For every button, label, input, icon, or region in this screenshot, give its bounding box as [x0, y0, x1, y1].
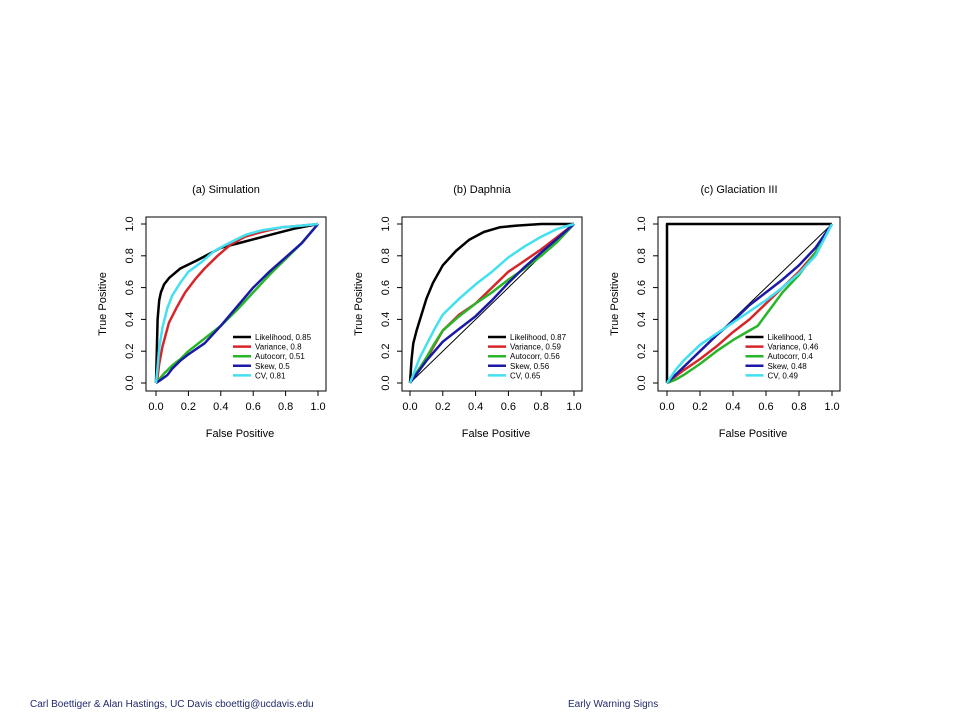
chart-panel-1: (a) Simulation 0.0 0.2 0.4 0.6 0.8 1.0 False Po… [97, 184, 327, 440]
legend-label: CV, 0.65 [510, 371, 541, 380]
y-axis-label: True Positive [97, 272, 109, 336]
x-tick-label: 0.0 [659, 401, 674, 413]
x-tick-label: 0.6 [501, 401, 516, 413]
legend-label: Variance, 0.59 [510, 343, 562, 352]
legend-label: Likelihood, 0.87 [510, 333, 567, 342]
chart-panel-3: (c) Glaciation III 0.0 0.2 0.4 0.6 0.8 1.0 Fals… [609, 184, 841, 440]
x-tick-label: 1.0 [566, 401, 581, 413]
x-tick-label: 0.0 [402, 401, 417, 413]
series-line-skew [408, 223, 575, 384]
x-tick-label: 0.4 [725, 401, 740, 413]
y-tick-label: 0.2 [636, 344, 648, 359]
y-tick-label: 1.0 [124, 216, 136, 231]
y-tick-label: 0.2 [124, 344, 136, 359]
series-line-likelihood [408, 222, 574, 384]
chart-title: (c) Glaciation III [700, 184, 777, 196]
x-axis-label: False Positive [462, 428, 530, 440]
y-tick-label: 0.0 [636, 375, 648, 390]
series-line-likelihood [154, 222, 319, 384]
y-tick-label: 0.0 [380, 375, 392, 390]
y-tick-label: 0.4 [636, 312, 648, 327]
x-tick-label: 0.8 [791, 401, 806, 413]
legend-label: Autocorr, 0.4 [768, 352, 814, 361]
x-axis-label: False Positive [206, 428, 274, 440]
series-line-autocorr [408, 223, 575, 384]
y-axis: 0.0 0.2 0.4 0.6 0.8 1.0 [124, 216, 146, 391]
series-line-likelihood [665, 222, 832, 383]
x-axis: 0.0 0.2 0.4 0.6 0.8 1.0 [659, 390, 840, 413]
x-axis-label: False Positive [719, 428, 787, 440]
y-axis-label: True Positive [353, 272, 365, 336]
y-axis: 0.0 0.2 0.4 0.6 0.8 1.0 [380, 216, 402, 391]
y-tick-label: 0.6 [636, 280, 648, 295]
footer-authors: Carl Boettiger & Alan Hastings, UC Davis… [30, 699, 314, 710]
series-line-cv [665, 223, 834, 384]
y-tick-label: 0.2 [380, 344, 392, 359]
series-line-autocorr [666, 223, 834, 385]
legend-label: Skew, 0.56 [510, 362, 550, 371]
y-axis-label: True Positive [609, 272, 621, 336]
legend-label: CV, 0.49 [768, 371, 799, 380]
x-axis: 0.0 0.2 0.4 0.6 0.8 1.0 [148, 390, 326, 413]
x-tick-label: 0.6 [246, 401, 261, 413]
y-tick-label: 1.0 [636, 216, 648, 231]
y-tick-label: 0.8 [380, 248, 392, 263]
y-tick-label: 0.8 [636, 248, 648, 263]
x-tick-label: 0.2 [692, 401, 707, 413]
x-tick-label: 0.2 [181, 401, 196, 413]
legend-label: Autocorr, 0.56 [510, 352, 560, 361]
chart-title: (b) Daphnia [453, 184, 511, 196]
y-tick-label: 0.4 [124, 312, 136, 327]
chart-panel-2: (b) Daphnia 0.0 0.2 0.4 0.6 0.8 1.0 False Posit… [353, 184, 583, 440]
x-tick-label: 1.0 [824, 401, 839, 413]
legend-label: Variance, 0.46 [768, 343, 820, 352]
footer-title: Early Warning Signs [568, 699, 659, 710]
legend-label: CV, 0.81 [255, 371, 286, 380]
x-tick-label: 0.8 [534, 401, 549, 413]
chart-title: (a) Simulation [192, 184, 260, 196]
legend-label: Skew, 0.5 [255, 362, 290, 371]
x-axis: 0.0 0.2 0.4 0.6 0.8 1.0 [402, 390, 582, 413]
x-tick-label: 0.4 [213, 401, 228, 413]
x-tick-label: 0.6 [758, 401, 773, 413]
series-line-cv [408, 222, 575, 384]
legend-label: Likelihood, 1 [768, 333, 813, 342]
series-line-skew [666, 223, 834, 384]
series-line-variance [666, 223, 834, 384]
series-line-skew [155, 223, 319, 385]
legend-label: Skew, 0.48 [768, 362, 808, 371]
legend-label: Variance, 0.8 [255, 343, 302, 352]
y-tick-label: 0.6 [124, 280, 136, 295]
y-axis: 0.0 0.2 0.4 0.6 0.8 1.0 [636, 216, 658, 391]
x-tick-label: 0.2 [435, 401, 450, 413]
y-tick-label: 0.4 [380, 312, 392, 327]
legend-label: Autocorr, 0.51 [255, 352, 305, 361]
x-tick-label: 0.8 [278, 401, 293, 413]
y-tick-label: 0.0 [124, 375, 136, 390]
series-line-cv [154, 222, 319, 384]
x-tick-label: 0.0 [148, 401, 163, 413]
y-tick-label: 0.6 [380, 280, 392, 295]
y-tick-label: 0.8 [124, 248, 136, 263]
legend-label: Likelihood, 0.85 [255, 333, 312, 342]
x-tick-label: 0.4 [468, 401, 483, 413]
x-tick-label: 1.0 [310, 401, 325, 413]
y-tick-label: 1.0 [380, 216, 392, 231]
